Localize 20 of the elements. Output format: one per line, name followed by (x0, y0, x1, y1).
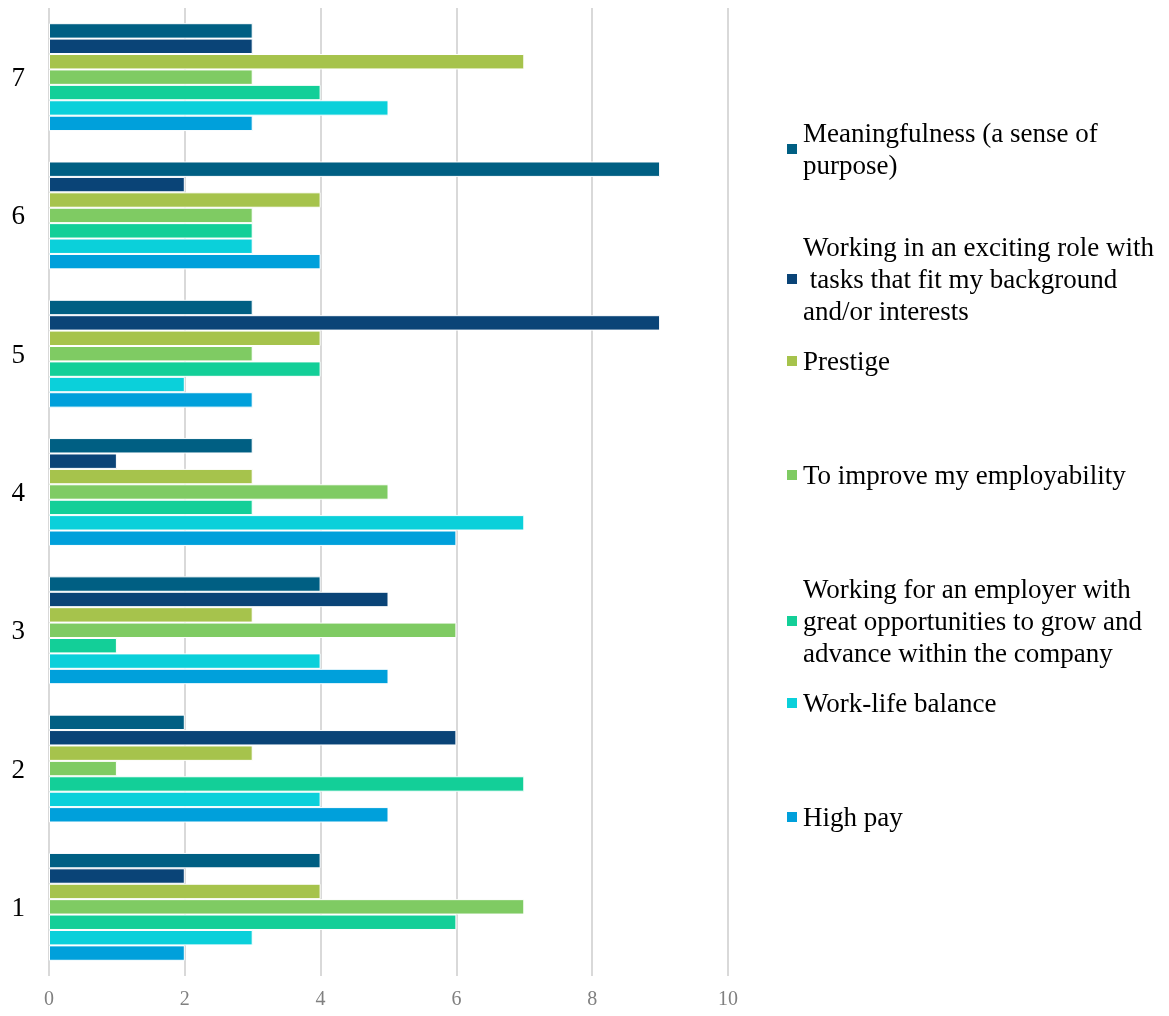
x-tick-label: 6 (451, 987, 462, 1009)
y-tick-label: 6 (11, 200, 25, 231)
legend-label: Working in an exciting role with tasks that fit my background and/or interests (803, 232, 1155, 326)
x-tick-label: 2 (179, 987, 190, 1009)
legend-label: High pay (803, 802, 904, 832)
legend-label: To improve my employability (803, 460, 1127, 490)
legend-label: Work-life balance (803, 688, 997, 718)
legend-label: Working for an employer with great opportunities to grow and advance within the company (803, 574, 1149, 668)
x-tick-label: 8 (587, 987, 598, 1009)
legend-label: Meaningfulness (a sense of purpose) (803, 118, 1105, 180)
x-tick-label: 4 (315, 987, 326, 1009)
y-tick-label: 7 (11, 62, 25, 93)
y-tick-label: 1 (11, 891, 25, 922)
x-tick-label: 0 (44, 987, 54, 1009)
legend-label: Prestige (803, 346, 890, 376)
y-tick-label: 3 (11, 615, 25, 646)
y-tick-label: 2 (11, 753, 25, 784)
y-tick-label: 4 (11, 477, 26, 507)
x-tick-label: 10 (718, 987, 738, 1009)
y-tick-label: 5 (11, 338, 25, 369)
